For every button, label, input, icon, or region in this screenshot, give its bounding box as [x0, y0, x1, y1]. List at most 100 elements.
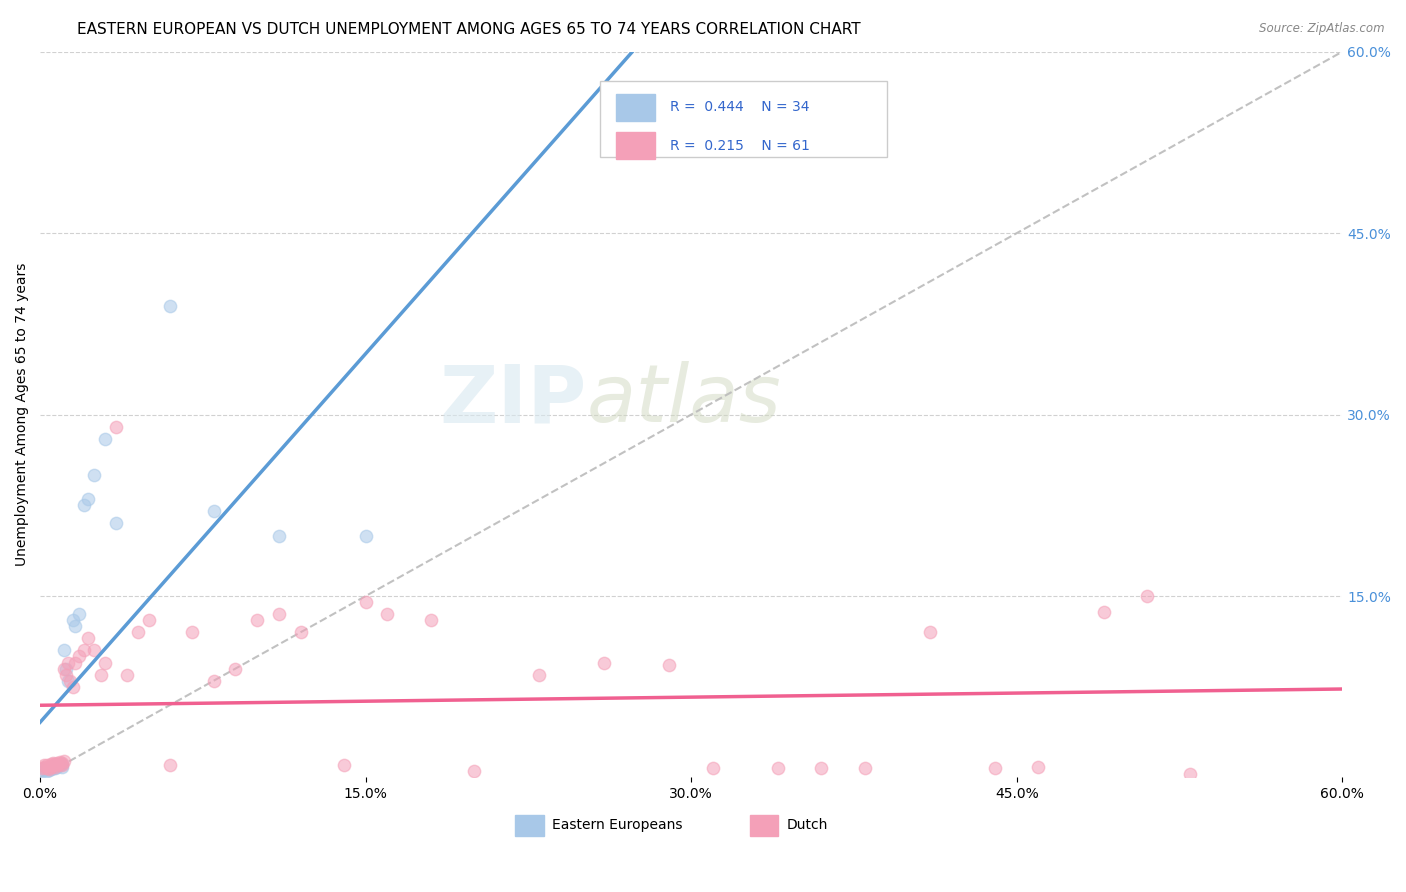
Point: [853, 761, 876, 775]
Point: [1180, 767, 1202, 781]
Point: [53, 754, 76, 768]
Point: [46, 758, 69, 772]
Point: [94, 656, 117, 670]
Point: [105, 419, 128, 434]
Point: [159, 299, 181, 313]
Point: [48, 757, 70, 772]
Point: [246, 613, 269, 627]
Point: [354, 595, 377, 609]
Point: [181, 625, 204, 640]
Point: [115, 667, 138, 681]
Point: [48, 757, 70, 772]
Point: [1028, 759, 1050, 773]
Point: [59, 673, 82, 688]
Point: [38, 763, 60, 777]
Point: [31, 761, 53, 775]
Point: [62, 613, 84, 627]
Point: [46, 758, 69, 772]
Bar: [616, 132, 655, 160]
Point: [1092, 605, 1115, 619]
Point: [72, 498, 94, 512]
Point: [593, 656, 616, 670]
Point: [810, 761, 832, 775]
Point: [90, 667, 112, 681]
Point: [38, 761, 60, 775]
Text: Source: ZipAtlas.com: Source: ZipAtlas.com: [1260, 22, 1385, 36]
Point: [290, 625, 312, 640]
Point: [44, 759, 66, 773]
Point: [918, 625, 941, 640]
Point: [46, 759, 69, 773]
FancyBboxPatch shape: [600, 81, 887, 157]
Point: [51, 758, 73, 772]
Bar: [516, 815, 544, 836]
Point: [267, 607, 290, 622]
Point: [67, 649, 90, 664]
Text: atlas: atlas: [588, 361, 782, 439]
Point: [658, 657, 681, 672]
Point: [94, 432, 117, 446]
Point: [127, 625, 149, 640]
Point: [55, 662, 77, 676]
Point: [55, 667, 77, 681]
Point: [224, 662, 246, 676]
Point: [984, 761, 1007, 775]
Point: [51, 757, 73, 772]
Point: [419, 613, 441, 627]
Point: [39, 759, 62, 773]
Point: [48, 755, 70, 769]
Point: [35, 764, 58, 779]
Point: [766, 761, 789, 775]
Point: [44, 761, 66, 775]
Point: [35, 762, 58, 776]
Point: [38, 762, 60, 776]
Point: [202, 504, 225, 518]
Point: [67, 607, 90, 622]
Point: [83, 643, 105, 657]
Text: ZIP: ZIP: [440, 361, 588, 439]
Point: [31, 764, 53, 779]
Point: [35, 758, 58, 772]
Point: [63, 656, 86, 670]
Point: [34, 759, 56, 773]
Point: [138, 613, 160, 627]
Point: [42, 756, 65, 770]
Point: [53, 662, 76, 676]
Bar: [616, 94, 655, 121]
Point: [48, 758, 70, 772]
Text: Eastern Europeans: Eastern Europeans: [553, 818, 682, 832]
Point: [38, 759, 60, 773]
Point: [35, 761, 58, 775]
Y-axis label: Unemployment Among Ages 65 to 74 years: Unemployment Among Ages 65 to 74 years: [15, 263, 30, 566]
Point: [58, 673, 80, 688]
Point: [76, 632, 98, 646]
Point: [62, 680, 84, 694]
Point: [529, 667, 551, 681]
Text: R =  0.444    N = 34: R = 0.444 N = 34: [671, 101, 810, 114]
Point: [34, 758, 56, 772]
Point: [375, 607, 398, 622]
Point: [34, 761, 56, 775]
Point: [83, 468, 105, 483]
Point: [39, 759, 62, 773]
Point: [42, 761, 65, 775]
Point: [58, 656, 80, 670]
Point: [1136, 589, 1159, 603]
Point: [354, 528, 377, 542]
Point: [53, 643, 76, 657]
Point: [333, 758, 356, 772]
Point: [72, 643, 94, 657]
Point: [44, 757, 66, 772]
Point: [202, 673, 225, 688]
Text: R =  0.215    N = 61: R = 0.215 N = 61: [671, 138, 810, 153]
Point: [46, 756, 69, 770]
Point: [63, 619, 86, 633]
Point: [42, 758, 65, 772]
Point: [44, 758, 66, 772]
Point: [702, 761, 724, 775]
Point: [51, 759, 73, 773]
Text: Dutch: Dutch: [786, 818, 828, 832]
Point: [42, 759, 65, 773]
Point: [34, 763, 56, 777]
Point: [159, 758, 181, 772]
